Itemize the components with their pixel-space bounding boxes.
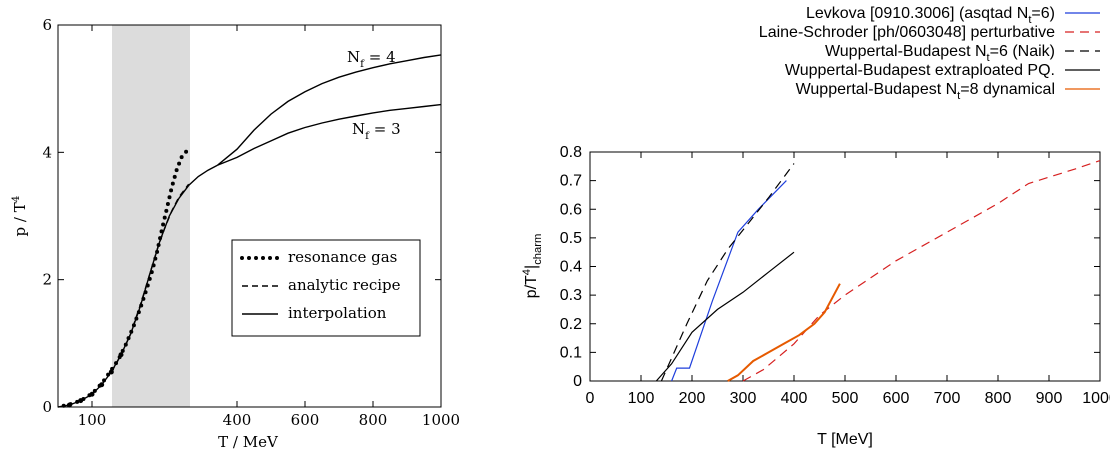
left-y-axis-label: p / T4: [10, 195, 29, 236]
label-nf4: Nf = 4: [347, 48, 396, 70]
right-series-3: [655, 251, 795, 382]
left-legend-label: resonance gas: [288, 248, 397, 266]
left-series-nf3: [217, 103, 442, 166]
left-x-tick-label: 800: [359, 411, 388, 429]
right-y-tick-label: 0.4: [560, 259, 582, 276]
right-y-tick-label: 0.6: [560, 201, 582, 218]
right-x-tick-label: 0: [586, 390, 595, 407]
right-y-tick-label: 0.7: [560, 173, 582, 190]
left-interp-marker: [118, 352, 124, 358]
right-legend-label: Levkova [0910.3006] (asqtad Nt=6): [806, 5, 1055, 26]
right-y-tick-label: 0.8: [560, 144, 582, 161]
right-x-tick-label: 100: [628, 390, 655, 407]
right-y-tick-label: 0: [573, 373, 582, 390]
right-x-tick-label: 600: [883, 390, 910, 407]
right-series-1: [742, 160, 1101, 382]
right-series-2: [660, 163, 795, 382]
left-y-tick-label: 0: [42, 398, 52, 416]
left-interp-marker: [108, 369, 114, 375]
left-plot-frame: [57, 24, 442, 408]
right-legend-label: Wuppertal-Budapest Nt=8 dynamical: [796, 81, 1055, 102]
left-series-interpolation: [57, 164, 219, 408]
right-x-tick-label: 300: [730, 390, 757, 407]
left-series-nf4: [217, 54, 442, 166]
left-interp-marker: [66, 402, 72, 408]
left-interp-marker: [89, 391, 95, 397]
right-x-tick-label: 400: [781, 390, 808, 407]
right-x-tick-label: 900: [1036, 390, 1063, 407]
left-y-tick-label: 6: [42, 16, 52, 34]
right-x-tick-label: 200: [679, 390, 706, 407]
left-x-tick-label: 1000: [422, 411, 460, 429]
left-interp-marker: [78, 398, 84, 404]
right-legend-label: Wuppertal-Budapest Nt=6 (Naik): [825, 43, 1055, 64]
right-x-axis-label: T [MeV]: [817, 431, 873, 448]
right-y-tick-label: 0.1: [560, 344, 582, 361]
right-y-axis-label: p/T4|charm: [521, 234, 544, 299]
right-legend-label: Laine-Schroder [ph/0603048] perturbative: [759, 24, 1055, 41]
right-y-tick-label: 0.3: [560, 287, 582, 304]
right-series-4: [727, 283, 841, 382]
right-y-tick-label: 0.5: [560, 230, 582, 247]
right-series-0: [671, 180, 787, 382]
left-legend-label: interpolation: [288, 304, 387, 322]
left-y-tick-label: 4: [42, 143, 52, 161]
right-plot-frame: [589, 151, 1101, 382]
left-x-tick-label: 600: [291, 411, 320, 429]
left-legend-label: analytic recipe: [288, 276, 401, 294]
left-x-tick-label: 400: [223, 411, 252, 429]
right-x-tick-label: 1000: [1082, 390, 1110, 407]
right-x-tick-label: 500: [832, 390, 859, 407]
right-x-tick-label: 700: [934, 390, 961, 407]
left-legend-box: [231, 239, 421, 337]
left-interp-marker: [99, 382, 105, 388]
right-x-tick-label: 800: [985, 390, 1012, 407]
right-chart: 0 100 200 300 400 500 600 700 800 900 1000 0 0.1 0.2 0…: [521, 5, 1110, 448]
left-chart: 100 400 600 800 1000 0 2 4 6 Nf = 4 Nf = 3 T / MeV p…: [10, 16, 460, 451]
left-y-tick-label: 2: [42, 271, 52, 289]
label-nf3: Nf = 3: [352, 120, 401, 142]
left-x-axis-label: T / MeV: [218, 433, 279, 451]
right-y-tick-label: 0.2: [560, 316, 582, 333]
right-legend-label: Wuppertal-Budapest extraploated PQ.: [785, 62, 1055, 79]
left-x-tick-label: 100: [78, 411, 107, 429]
